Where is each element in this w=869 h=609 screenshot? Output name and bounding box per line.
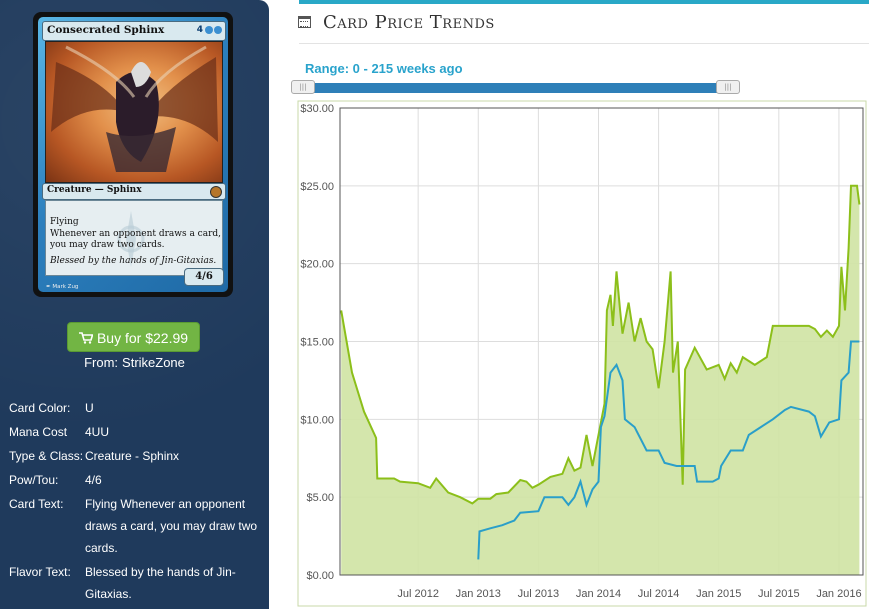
range-slider-handle-max[interactable]: ||| bbox=[716, 80, 740, 94]
y-tick-label: $20.00 bbox=[300, 259, 334, 271]
set-symbol-icon bbox=[210, 186, 222, 198]
card-frame: Consecrated Sphinx 4 Creature — Sphinx bbox=[38, 17, 228, 292]
calendar-icon bbox=[298, 16, 311, 28]
attr-value: 4/6 bbox=[85, 473, 102, 487]
y-tick-label: $30.00 bbox=[300, 103, 334, 115]
attr-key: Type & Class: bbox=[9, 449, 84, 463]
watermark-icon bbox=[117, 211, 145, 267]
series-line-buylist bbox=[477, 340, 860, 560]
card-textbox: Flying Whenever an opponent draws a card… bbox=[45, 200, 223, 276]
card-power-toughness: 4/6 bbox=[184, 268, 224, 286]
attr-value: 4UU bbox=[85, 425, 110, 439]
card-image[interactable]: Consecrated Sphinx 4 Creature — Sphinx bbox=[33, 12, 233, 297]
section-top-border bbox=[299, 0, 869, 4]
attr-key: Flavor Text: bbox=[9, 565, 71, 579]
attr-key: Card Text: bbox=[9, 497, 64, 511]
x-tick-label: Jul 2015 bbox=[758, 588, 800, 600]
cart-icon bbox=[78, 323, 94, 353]
x-tick-label: Jan 2013 bbox=[456, 588, 501, 600]
card-artist: ✒ Mark Zug bbox=[46, 284, 79, 290]
x-tick-label: Jan 2016 bbox=[816, 588, 861, 600]
range-label: Range: 0 - 215 weeks ago bbox=[305, 61, 463, 76]
attr-value: Blessed by the hands of Jin-Gitaxias. bbox=[85, 565, 236, 601]
card-name-bar: Consecrated Sphinx 4 bbox=[42, 21, 226, 41]
plot-border bbox=[339, 107, 864, 576]
buy-from-store: StrikeZone bbox=[122, 355, 185, 370]
card-detail-panel: Consecrated Sphinx 4 Creature — Sphinx bbox=[0, 0, 269, 609]
x-tick-label: Jul 2012 bbox=[397, 588, 439, 600]
card-flavor-text: Blessed by the hands of Jin-Gitaxias. bbox=[50, 256, 217, 266]
x-tick-label: Jul 2013 bbox=[518, 588, 560, 600]
attr-value: Flying Whenever an opponent draws a card… bbox=[85, 497, 258, 555]
buy-button-label: Buy for $22.99 bbox=[96, 330, 189, 346]
y-tick-label: $5.00 bbox=[306, 492, 334, 504]
card-rules-flying: Flying bbox=[50, 217, 79, 227]
series-line-retail bbox=[340, 184, 861, 505]
card-type-bar: Creature — Sphinx bbox=[42, 183, 226, 200]
range-slider-track[interactable] bbox=[296, 83, 738, 93]
title-divider bbox=[299, 43, 869, 44]
buy-button[interactable]: Buy for $22.99 bbox=[67, 322, 200, 352]
card-rules-draw: Whenever an opponent draws a card, you m… bbox=[50, 229, 222, 250]
card-artwork bbox=[45, 41, 223, 183]
card-name: Consecrated Sphinx bbox=[47, 24, 165, 36]
series-area-retail bbox=[341, 185, 860, 576]
attr-key: Card Color: bbox=[9, 401, 71, 415]
x-tick-label: Jan 2015 bbox=[696, 588, 741, 600]
attr-value: U bbox=[85, 401, 94, 415]
range-slider-handle-min[interactable]: ||| bbox=[291, 80, 315, 94]
attr-key: Pow/Tou: bbox=[9, 473, 59, 487]
x-tick-label: Jan 2014 bbox=[576, 588, 621, 600]
attr-key: Mana Cost bbox=[9, 425, 68, 439]
card-artist-name: Mark Zug bbox=[52, 284, 79, 290]
y-tick-label: $0.00 bbox=[306, 570, 334, 582]
section-title: Card Price Trends bbox=[323, 12, 495, 33]
card-type-line: Creature — Sphinx bbox=[47, 185, 142, 195]
y-tick-label: $25.00 bbox=[300, 181, 334, 193]
card-mana-cost: 4 bbox=[197, 25, 222, 35]
attr-value: Creature - Sphinx bbox=[85, 449, 180, 463]
x-tick-label: Jul 2014 bbox=[638, 588, 680, 600]
y-tick-label: $10.00 bbox=[300, 414, 334, 426]
y-tick-label: $15.00 bbox=[300, 337, 334, 349]
buy-from-label: From: bbox=[84, 355, 119, 370]
buy-source: From: StrikeZone bbox=[0, 355, 269, 370]
